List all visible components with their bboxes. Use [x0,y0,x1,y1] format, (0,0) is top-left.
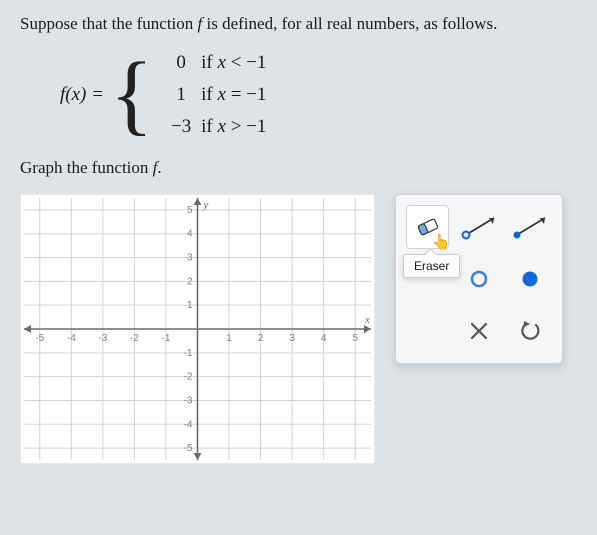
svg-text:-3: -3 [184,395,193,406]
piece-row: −3 if x > −1 [161,116,266,138]
graph-canvas[interactable]: -5-5-4-4-3-3-2-2-1-11122334455xy [20,194,375,464]
lhs-eq: = [86,84,104,105]
svg-text:5: 5 [352,333,358,344]
tool-palette: 👆 Eraser [395,194,563,364]
prompt-tail: is defined, for all real numbers, as fol… [202,14,497,33]
graph-svg[interactable]: -5-5-4-4-3-3-2-2-1-11122334455xy [20,194,375,464]
eraser-button[interactable]: 👆 Eraser [406,205,449,249]
ray-closed-button[interactable] [509,205,552,249]
function-definition: f(x) = { 0 if x < −1 1 if x = −1 −3 if x… [60,52,577,138]
eraser-icon [413,214,443,240]
piece-value: 1 [161,84,201,106]
svg-text:-2: -2 [130,333,139,344]
svg-text:-4: -4 [67,333,76,344]
piece-row: 0 if x < −1 [161,52,266,74]
piece-condition: if x > −1 [201,116,266,138]
lhs-x: x [72,84,80,105]
piece-value: 0 [161,52,201,74]
svg-text:-5: -5 [184,443,193,454]
problem-prompt: Suppose that the function f is defined, … [20,14,577,34]
reset-icon [518,319,542,343]
svg-text:5: 5 [187,205,193,216]
ray-closed-icon [509,212,551,242]
clear-icon [468,320,490,342]
svg-text:-3: -3 [98,333,107,344]
svg-text:x: x [364,314,370,326]
svg-text:2: 2 [258,333,264,344]
svg-text:4: 4 [321,333,327,344]
ray-open-icon [458,212,500,242]
svg-text:-1: -1 [184,348,193,359]
svg-text:3: 3 [187,253,193,264]
instruction: Graph the function f. [20,158,577,178]
lhs: f(x) = [60,84,104,106]
svg-text:1: 1 [226,333,232,344]
svg-text:4: 4 [187,229,193,240]
svg-text:-4: -4 [184,419,193,430]
piece-value: −3 [161,116,201,138]
svg-text:2: 2 [187,276,193,287]
prompt-lead: Suppose that the function [20,14,198,33]
instr-tail: . [157,158,161,177]
svg-text:3: 3 [289,333,295,344]
spacer [406,309,449,353]
closed-point-button[interactable] [509,257,552,301]
open-point-icon [468,268,490,290]
svg-text:-5: -5 [35,333,44,344]
svg-text:1: 1 [187,300,193,311]
clear-button[interactable] [457,309,500,353]
closed-point-icon [519,268,541,290]
brace: { [110,57,153,134]
ray-open-button[interactable] [457,205,500,249]
piece-condition: if x = −1 [201,84,266,106]
reset-button[interactable] [509,309,552,353]
svg-text:-2: -2 [184,372,193,383]
piece-row: 1 if x = −1 [161,84,266,106]
svg-text:y: y [203,199,209,211]
eraser-tooltip: Eraser [403,254,460,278]
svg-text:-1: -1 [162,333,171,344]
piecewise-rows: 0 if x < −1 1 if x = −1 −3 if x > −1 [161,52,266,138]
open-point-button[interactable] [457,257,500,301]
piece-condition: if x < −1 [201,52,266,74]
instr-lead: Graph the function [20,158,153,177]
